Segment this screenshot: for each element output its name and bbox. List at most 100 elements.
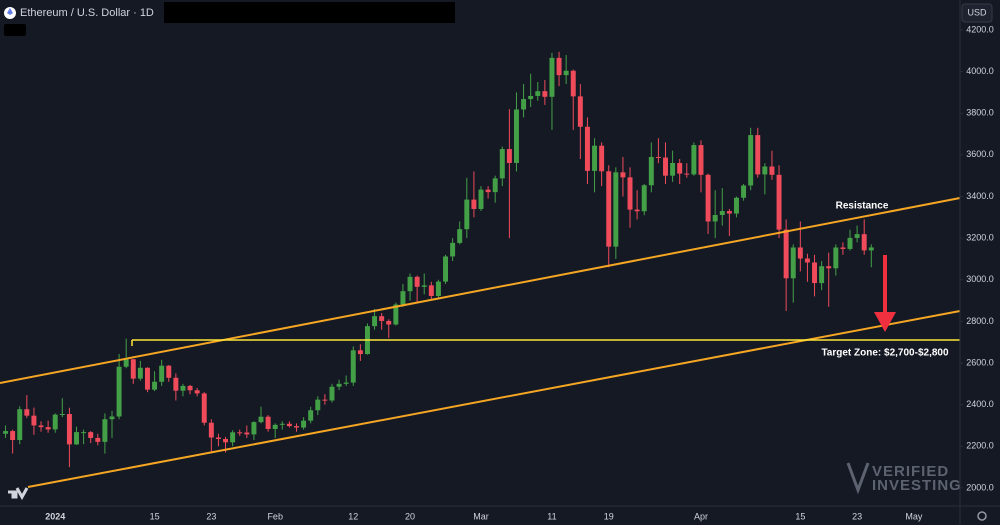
candle-body	[854, 234, 860, 238]
candle-body	[137, 367, 143, 379]
candle-body	[819, 266, 825, 284]
candle-body	[797, 247, 803, 259]
x-tick-label: 23	[206, 511, 216, 521]
candle-body	[329, 386, 335, 401]
candle-body	[180, 385, 186, 391]
candle-body	[123, 359, 129, 367]
symbol-title: Ethereum / U.S. Dollar · 1D	[20, 7, 154, 19]
resistance-label: Resistance	[836, 201, 889, 212]
candle-body	[613, 172, 619, 247]
candle-body	[265, 416, 271, 429]
candle-body	[350, 350, 356, 383]
candle-body	[45, 427, 51, 430]
candle-body	[755, 135, 761, 175]
y-tick-label: 4000.0	[966, 66, 994, 76]
candle-body	[130, 359, 136, 379]
x-tick-label: 2024	[45, 511, 65, 521]
x-tick-label: 15	[795, 511, 805, 521]
candle-body	[66, 414, 72, 445]
candle-body	[152, 381, 158, 390]
down-arrow-head	[874, 312, 896, 332]
candle-body	[357, 350, 363, 355]
candle-body	[223, 438, 229, 443]
y-tick-label: 2600.0	[966, 357, 994, 367]
candle-body	[166, 365, 172, 378]
candle-body	[279, 423, 285, 425]
candle-body	[372, 316, 378, 327]
candle-body	[535, 91, 541, 96]
candle-body	[542, 91, 548, 97]
candle-body	[599, 145, 605, 172]
candle-body	[563, 70, 569, 76]
candle-body	[620, 172, 626, 178]
candle-body	[230, 432, 236, 443]
candles	[3, 51, 874, 468]
candle-body	[606, 171, 612, 247]
y-tick-label: 4200.0	[966, 24, 994, 34]
candle-body	[592, 145, 598, 171]
candle-body	[478, 189, 484, 209]
candle-body	[194, 390, 200, 394]
candle-body	[627, 177, 633, 210]
candle-body	[38, 425, 44, 428]
candle-body	[570, 70, 576, 97]
candle-body	[790, 247, 796, 279]
y-tick-label: 2400.0	[966, 399, 994, 409]
y-tick-label: 3400.0	[966, 191, 994, 201]
candle-body	[450, 242, 456, 257]
candle-body	[336, 383, 342, 387]
y-tick-label: 2200.0	[966, 441, 994, 451]
candle-body	[769, 166, 775, 175]
currency-label[interactable]: USD	[967, 7, 987, 17]
candle-body	[343, 382, 349, 384]
candle-body	[386, 320, 392, 325]
candle-body	[52, 414, 58, 430]
candle-body	[464, 199, 470, 230]
candle-body	[648, 156, 654, 186]
candle-body	[215, 437, 221, 439]
y-tick-label: 3200.0	[966, 232, 994, 242]
candle-body	[457, 229, 463, 243]
candle-body	[655, 156, 661, 158]
candle-body	[762, 166, 768, 175]
x-tick-label: Apr	[694, 511, 708, 521]
candle-body	[847, 237, 853, 249]
candle-body	[492, 178, 498, 193]
candle-body	[173, 377, 179, 391]
candle-body	[513, 109, 519, 163]
candle-body	[237, 432, 243, 434]
candle-body	[102, 419, 108, 442]
target-zone-label: Target Zone: $2,700-$2,800	[821, 348, 949, 359]
candle-body	[244, 432, 250, 435]
candle-body	[861, 234, 867, 251]
candle-body	[435, 281, 441, 296]
candle-body	[144, 367, 150, 390]
candle-body	[74, 432, 79, 445]
candle-body	[59, 414, 65, 415]
candle-body	[528, 95, 534, 100]
candle-body	[677, 162, 683, 174]
candle-body	[833, 247, 839, 269]
redaction	[164, 2, 455, 23]
candle-body	[443, 256, 449, 282]
candle-body	[691, 145, 697, 175]
candle-body	[748, 135, 754, 186]
candle-body	[414, 276, 420, 287]
redaction	[4, 24, 26, 36]
candle-body	[684, 173, 690, 175]
currency-button[interactable]	[961, 3, 993, 23]
x-tick-label: 15	[150, 511, 160, 521]
candle-body	[499, 149, 505, 179]
candle-body	[506, 149, 512, 163]
candle-body	[804, 258, 810, 263]
candle-body	[485, 189, 491, 193]
candle-body	[549, 57, 555, 97]
candle-body	[712, 215, 718, 222]
candle-body	[272, 424, 278, 429]
candle-body	[521, 99, 527, 110]
candle-body	[24, 409, 30, 416]
settings-icon[interactable]	[977, 511, 987, 521]
candle-body	[776, 174, 782, 230]
candle-body	[705, 174, 711, 222]
